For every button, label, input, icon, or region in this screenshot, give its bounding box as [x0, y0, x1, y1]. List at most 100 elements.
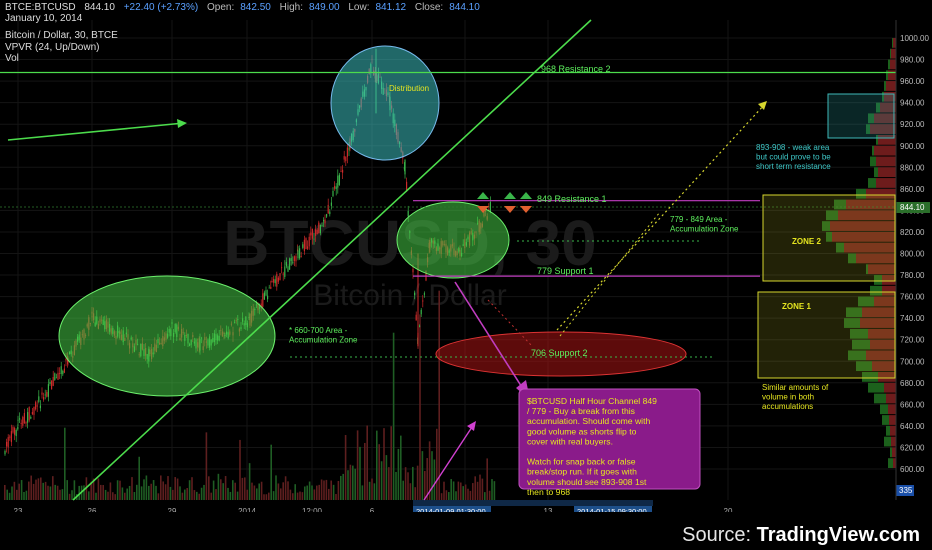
accumulation-ellipse-2[interactable]: [396, 201, 510, 279]
label-zone-2: ZONE 2: [792, 237, 821, 246]
volume-bar: [107, 491, 109, 500]
candle-body: [282, 273, 284, 275]
cursor-time-range: [413, 500, 653, 506]
y-tick-label: 740.00: [900, 314, 925, 323]
volume-bar: [472, 483, 474, 500]
volume-profile-up: [886, 70, 888, 81]
volume-bar: [400, 435, 402, 500]
volume-profile-down: [832, 231, 896, 242]
candle-body: [342, 169, 344, 173]
source-brand: TradingView.com: [756, 524, 920, 546]
y-tick-label: 660.00: [900, 400, 925, 409]
volume-bar: [352, 465, 354, 500]
volume-profile-down: [870, 339, 896, 350]
support-ellipse[interactable]: [435, 331, 687, 377]
candle-body: [346, 147, 348, 157]
candle-body: [54, 373, 56, 380]
chart-title: Bitcoin / Dollar, 30, BTCE: [5, 30, 118, 41]
zone-2-box[interactable]: [762, 194, 896, 282]
volume-profile-up: [852, 339, 870, 350]
analysis-callout-box[interactable]: [518, 388, 701, 490]
volume-bar: [196, 491, 198, 500]
volume-bar: [112, 492, 114, 500]
volume-bar: [335, 493, 337, 500]
close-value: 844.10: [449, 2, 480, 13]
volume-bar: [186, 488, 188, 500]
candle-body: [302, 244, 304, 248]
trend-line[interactable]: [72, 19, 592, 501]
candle-body: [335, 186, 337, 189]
candle-body: [35, 402, 37, 410]
vpvr-indicator-label[interactable]: VPVR (24, Up/Down): [5, 42, 100, 53]
volume-bar: [88, 491, 90, 500]
candle-body: [43, 397, 45, 400]
candle-body: [343, 156, 345, 160]
up-arrow-icon: [520, 192, 532, 199]
volume-bar: [188, 480, 191, 500]
label-weak-area-line-1: 893-908 - weak area: [756, 143, 830, 152]
volume-bar: [467, 488, 469, 500]
volume-bar: [215, 489, 217, 500]
volume-profile-up: [868, 178, 876, 188]
volume-bar: [349, 464, 352, 500]
volume-profile-up: [844, 318, 860, 328]
volume-profile-up: [836, 242, 844, 253]
callout-text-line-4: good volume as shorts flip to: [527, 426, 637, 436]
volume-bar: [95, 492, 97, 500]
candle-body: [285, 261, 287, 267]
volume-bar: [260, 481, 263, 500]
volume-profile-down: [856, 253, 896, 264]
volume-bar: [354, 468, 356, 500]
volume-bar: [366, 425, 368, 500]
volume-bar: [54, 484, 56, 500]
volume-bar: [40, 477, 42, 500]
x-tick-label: 12:00: [302, 507, 323, 512]
volume-bar: [347, 470, 349, 500]
last-price: 844.10: [84, 2, 115, 13]
label-support-2: 706 Support 2: [531, 348, 588, 358]
footer-bar: [0, 512, 932, 550]
volume-bar: [47, 485, 49, 500]
volume-bar: [488, 490, 491, 500]
volume-bar: [20, 480, 23, 500]
current-price-tag: [896, 202, 930, 213]
volume-bar: [30, 475, 32, 500]
zone-1-box[interactable]: [757, 291, 896, 379]
symbol-label[interactable]: BTCE:BTCUSD: [5, 2, 76, 13]
y-tick-label: 940.00: [900, 99, 925, 108]
source-prefix: Source:: [682, 524, 757, 546]
label-resistance-1: 849 Resistance 1: [537, 194, 607, 204]
volume-bar: [419, 314, 421, 500]
candle-body: [290, 257, 292, 261]
y-tick-label: 680.00: [900, 379, 925, 388]
volume-bar: [169, 486, 172, 500]
volume-bar: [344, 435, 347, 500]
volume-bar: [282, 482, 284, 500]
target-dotted-arrow: [556, 103, 766, 331]
distribution-ellipse[interactable]: [330, 45, 440, 161]
volume-profile-down: [862, 307, 896, 318]
candle-body: [422, 300, 424, 302]
y-tick-label: 900.00: [900, 142, 925, 151]
label-resistance-2: 968 Resistance 2: [541, 64, 611, 74]
volume-bar: [174, 477, 176, 500]
accumulation-ellipse-1[interactable]: [58, 275, 276, 397]
candle-body: [489, 202, 491, 212]
y-tick-label: 620.00: [900, 443, 925, 452]
volume-bar: [116, 480, 119, 500]
label-accumulation-zone-2-line-1: 779 - 849 Area -: [670, 215, 728, 224]
label-accumulation-zone-1-line-1: * 660-700 Area -: [289, 326, 348, 335]
target-dotted-line: [559, 211, 661, 337]
weak-area-box[interactable]: [827, 93, 895, 139]
candle-body: [277, 277, 279, 282]
volume-bar: [469, 490, 472, 500]
y-tick-label: 800.00: [900, 250, 925, 259]
volume-profile-down: [890, 59, 896, 70]
volume-bar: [337, 480, 340, 500]
label-accumulation-zone-2-line-2: Accumulation Zone: [670, 225, 739, 234]
candle-body: [38, 396, 40, 402]
volume-bar: [380, 461, 383, 500]
volume-indicator-label[interactable]: Vol: [5, 53, 19, 64]
label-weak-area-line-2: but could prove to be: [756, 153, 831, 162]
